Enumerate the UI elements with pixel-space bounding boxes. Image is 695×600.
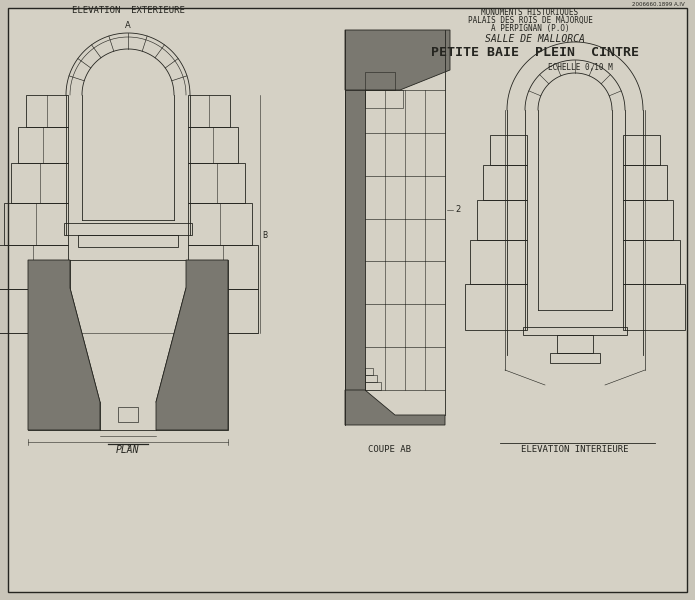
Bar bbox=[188, 289, 258, 333]
Bar bbox=[0, 289, 68, 333]
Polygon shape bbox=[345, 30, 450, 90]
Text: ECHELLE 0,10 M: ECHELLE 0,10 M bbox=[548, 63, 612, 72]
Text: A: A bbox=[125, 21, 131, 30]
Bar bbox=[188, 127, 238, 163]
Text: ELEVATION  EXTERIEURE: ELEVATION EXTERIEURE bbox=[72, 6, 184, 15]
Text: B: B bbox=[262, 230, 267, 239]
Bar bbox=[523, 327, 627, 335]
Bar bbox=[365, 375, 377, 382]
Text: PETITE BAIE  PLEIN  CINTRE: PETITE BAIE PLEIN CINTRE bbox=[431, 46, 639, 59]
Text: SALLE DE MALLORCA: SALLE DE MALLORCA bbox=[485, 34, 585, 44]
Text: PLAN: PLAN bbox=[116, 445, 140, 455]
Bar bbox=[623, 165, 667, 200]
Bar bbox=[483, 165, 527, 200]
Bar bbox=[365, 90, 403, 108]
Bar bbox=[188, 245, 258, 289]
Bar bbox=[623, 135, 660, 165]
Bar bbox=[0, 245, 68, 289]
Bar bbox=[64, 223, 192, 235]
Text: PALAIS DES ROIS DE MAJORQUE: PALAIS DES ROIS DE MAJORQUE bbox=[468, 16, 592, 25]
Bar bbox=[365, 382, 381, 390]
Bar bbox=[188, 203, 252, 245]
Polygon shape bbox=[345, 390, 445, 425]
Bar bbox=[28, 260, 228, 430]
Bar bbox=[188, 95, 230, 127]
Text: COUPE AB: COUPE AB bbox=[368, 445, 411, 454]
Bar bbox=[465, 284, 527, 330]
Bar bbox=[550, 353, 600, 363]
Bar bbox=[365, 72, 395, 90]
Text: 2006660.1899 A.IV: 2006660.1899 A.IV bbox=[632, 2, 685, 7]
Bar bbox=[26, 95, 68, 127]
Bar bbox=[18, 127, 68, 163]
Text: 1: 1 bbox=[126, 445, 130, 450]
Polygon shape bbox=[28, 260, 100, 430]
Polygon shape bbox=[156, 260, 228, 430]
Text: MONUMENTS HISTORIQUES: MONUMENTS HISTORIQUES bbox=[482, 8, 578, 17]
Polygon shape bbox=[345, 90, 365, 390]
Bar bbox=[188, 163, 245, 203]
Bar bbox=[477, 200, 527, 240]
Bar bbox=[623, 240, 680, 284]
Bar bbox=[78, 235, 178, 247]
Bar bbox=[623, 200, 673, 240]
Bar bbox=[557, 335, 593, 353]
Bar bbox=[490, 135, 527, 165]
Text: A PERPIGNAN (P.O): A PERPIGNAN (P.O) bbox=[491, 24, 569, 33]
Bar bbox=[4, 203, 68, 245]
Bar bbox=[11, 163, 68, 203]
Text: 2: 2 bbox=[455, 205, 460, 214]
Bar bbox=[365, 368, 373, 375]
Text: ELEVATION INTERIEURE: ELEVATION INTERIEURE bbox=[521, 445, 629, 454]
Bar bbox=[118, 407, 138, 422]
Bar bbox=[470, 240, 527, 284]
Bar bbox=[623, 284, 685, 330]
